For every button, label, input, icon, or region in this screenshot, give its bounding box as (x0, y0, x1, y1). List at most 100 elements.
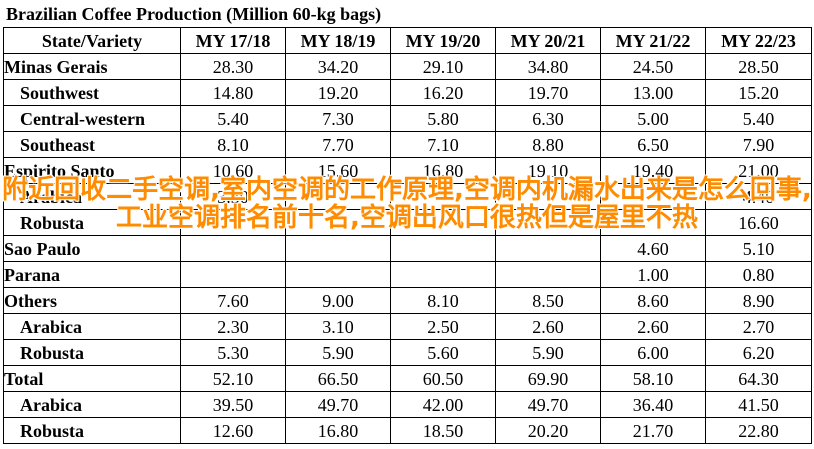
table-cell (390, 209, 496, 236)
table-cell: 16.80 (285, 417, 391, 444)
table-row: Others 7.60 9.00 8.10 8.50 8.60 8.90 (3, 287, 812, 314)
table-cell: 66.50 (285, 365, 391, 392)
row-label: Robusta (3, 417, 181, 444)
table-row: Arabica 2.30 3.10 2.50 2.60 2.60 2.70 (3, 313, 812, 340)
table-cell: 19.20 (285, 79, 391, 106)
table-cell: 5.10 (705, 235, 812, 262)
table-cell: 4.40 (705, 183, 812, 210)
row-label: Espirito Santo (3, 157, 181, 184)
table-cell: 52.10 (180, 365, 286, 392)
table-cell: 4.60 (600, 235, 706, 262)
table-cell: 5.80 (390, 105, 496, 132)
table-cell: 5.30 (180, 339, 286, 366)
table-row: Arabica 39.50 49.70 42.00 49.70 36.40 41.50 (3, 391, 812, 418)
table-cell: 7.30 (285, 105, 391, 132)
table-cell: 13.00 (600, 79, 706, 106)
column-header: MY 19/20 (390, 27, 496, 54)
column-header: MY 20/21 (495, 27, 601, 54)
table-cell: 21.00 (705, 157, 812, 184)
table-cell (495, 235, 601, 262)
table-cell: 8.80 (495, 131, 601, 158)
column-header: MY 18/19 (285, 27, 391, 54)
table-row: Minas Gerais 28.30 34.20 29.10 34.80 24.50 28.… (3, 53, 812, 80)
table-cell: 16.20 (390, 79, 496, 106)
column-header: MY 21/22 (600, 27, 706, 54)
table-cell: 6.20 (705, 339, 812, 366)
table-cell (285, 235, 391, 262)
table-cell: 20.20 (495, 417, 601, 444)
table-body: Minas Gerais 28.30 34.20 29.10 34.80 24.50 28.… (3, 53, 812, 444)
table-cell (495, 261, 601, 288)
table-row: Southwest 14.80 19.20 16.20 19.70 13.00 15.20 (3, 79, 812, 106)
table-cell: 34.20 (285, 53, 391, 80)
table-cell (180, 235, 286, 262)
table-row: Robusta 5.30 5.90 5.60 5.90 6.00 6.20 (3, 339, 812, 366)
header-row: State/Variety MY 17/18 MY 18/19 MY 19/20… (3, 27, 812, 54)
table-cell: 28.50 (705, 53, 812, 80)
column-header: MY 17/18 (180, 27, 286, 54)
table-cell: 14.80 (180, 79, 286, 106)
table-cell (600, 183, 706, 210)
table-cell (390, 261, 496, 288)
table-cell: 7.60 (180, 287, 286, 314)
row-label: Arabica (3, 313, 181, 340)
table-row: Robusta 16.60 (3, 209, 812, 236)
table-cell: 22.80 (705, 417, 812, 444)
table-cell: 6.50 (600, 131, 706, 158)
table-cell: 15.20 (705, 79, 812, 106)
table-cell: 9.00 (285, 287, 391, 314)
table-cell: 8.10 (180, 131, 286, 158)
table-cell: 7.70 (285, 131, 391, 158)
table-cell: 6.00 (600, 339, 706, 366)
table-cell: 39.50 (180, 391, 286, 418)
table-cell: 19.70 (495, 79, 601, 106)
table-cell: 8.90 (705, 287, 812, 314)
table-cell: 5.40 (705, 105, 812, 132)
table-cell: 49.70 (495, 391, 601, 418)
row-label: Parana (3, 261, 181, 288)
table-cell: 19.40 (600, 157, 706, 184)
table-title: Brazilian Coffee Production (Million 60-… (6, 4, 382, 24)
table-row: Arabica 3.30 4.40 (3, 183, 812, 210)
table-cell: 42.00 (390, 391, 496, 418)
row-label: Robusta (3, 209, 181, 236)
table-cell (180, 209, 286, 236)
table-cell: 34.80 (495, 53, 601, 80)
table-cell: 7.90 (705, 131, 812, 158)
table-cell: 5.90 (495, 339, 601, 366)
table-cell: 24.50 (600, 53, 706, 80)
row-label: Total (3, 365, 181, 392)
row-label: Arabica (3, 391, 181, 418)
table-cell: 2.30 (180, 313, 286, 340)
table-cell (495, 183, 601, 210)
table-cell: 36.40 (600, 391, 706, 418)
table-cell: 5.00 (600, 105, 706, 132)
table-cell: 60.50 (390, 365, 496, 392)
table-cell: 69.90 (495, 365, 601, 392)
table-cell: 8.60 (600, 287, 706, 314)
table-cell (180, 261, 286, 288)
row-label: Arabica (3, 183, 181, 210)
table-cell: 18.50 (390, 417, 496, 444)
table-cell (285, 261, 391, 288)
table-cell: 12.60 (180, 417, 286, 444)
table-cell: 10.60 (180, 157, 286, 184)
table-cell (390, 235, 496, 262)
column-header: State/Variety (3, 27, 181, 54)
table-cell: 2.60 (495, 313, 601, 340)
table-cell: 58.10 (600, 365, 706, 392)
table-cell: 7.10 (390, 131, 496, 158)
row-label: Minas Gerais (3, 53, 181, 80)
table-cell: 5.40 (180, 105, 286, 132)
table-row: Parana 1.00 0.80 (3, 261, 812, 288)
table-cell: 16.80 (390, 157, 496, 184)
table-cell: 3.10 (285, 313, 391, 340)
table-row: Sao Paulo 4.60 5.10 (3, 235, 812, 262)
table-cell: 41.50 (705, 391, 812, 418)
table-cell: 15.60 (285, 157, 391, 184)
row-label: Robusta (3, 339, 181, 366)
table-cell: 6.30 (495, 105, 601, 132)
table-cell: 2.60 (600, 313, 706, 340)
table-cell (600, 209, 706, 236)
column-header: MY 22/23 (705, 27, 812, 54)
